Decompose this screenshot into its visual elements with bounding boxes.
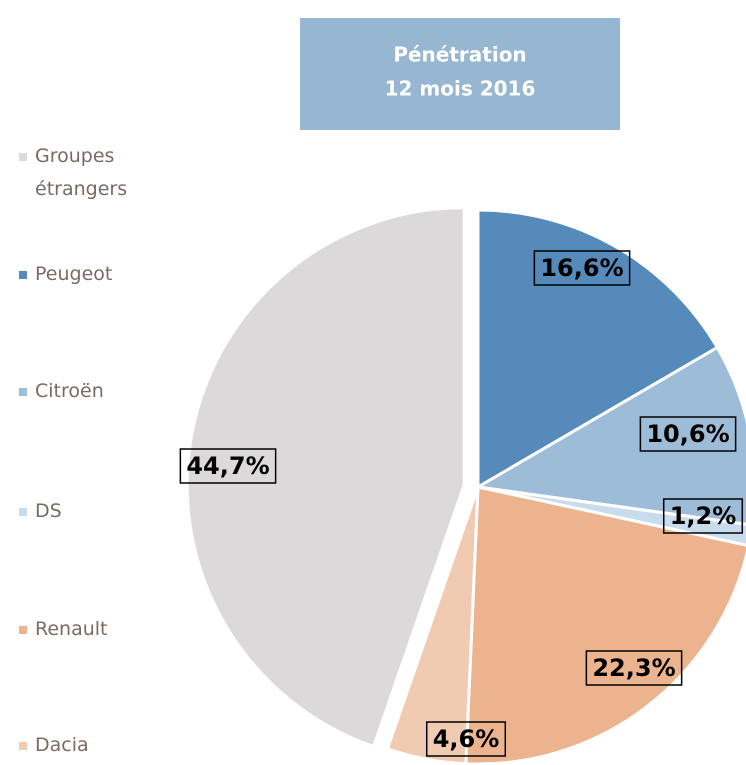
legend-label: DS (35, 500, 62, 522)
data-label: 4,6% (433, 725, 500, 753)
pie-slice (185, 206, 466, 749)
legend-swatch (19, 626, 27, 634)
label-box (639, 416, 737, 452)
data-label: 1,2% (670, 502, 737, 530)
data-label: 10,6% (646, 420, 729, 448)
data-label: 22,3% (592, 654, 675, 682)
legend-swatch (19, 742, 27, 750)
data-label: 16,6% (540, 254, 623, 282)
pie-slice (473, 345, 746, 526)
chart-title: Pénétration (393, 43, 526, 67)
label-box (179, 448, 277, 484)
label-box (662, 498, 744, 534)
legend-swatch (19, 388, 27, 396)
pie-slice (464, 485, 746, 765)
pie-slice (385, 486, 480, 765)
label-box (533, 250, 631, 286)
legend-swatch (19, 508, 27, 516)
legend-label: Renault (35, 618, 108, 640)
label-box (585, 650, 683, 686)
title-box (300, 18, 620, 130)
legend-swatch (19, 153, 27, 161)
legend-label: Groupes étrangers (35, 145, 128, 200)
chart-title: 12 mois 2016 (385, 77, 536, 101)
pie-slice (476, 208, 720, 490)
legend-label: Dacia (35, 734, 89, 756)
legend-label: Peugeot (35, 263, 113, 285)
label-box (425, 721, 507, 757)
legend-label: Citroën (35, 380, 104, 402)
data-label: 44,7% (186, 452, 269, 480)
legend-swatch (19, 271, 27, 279)
